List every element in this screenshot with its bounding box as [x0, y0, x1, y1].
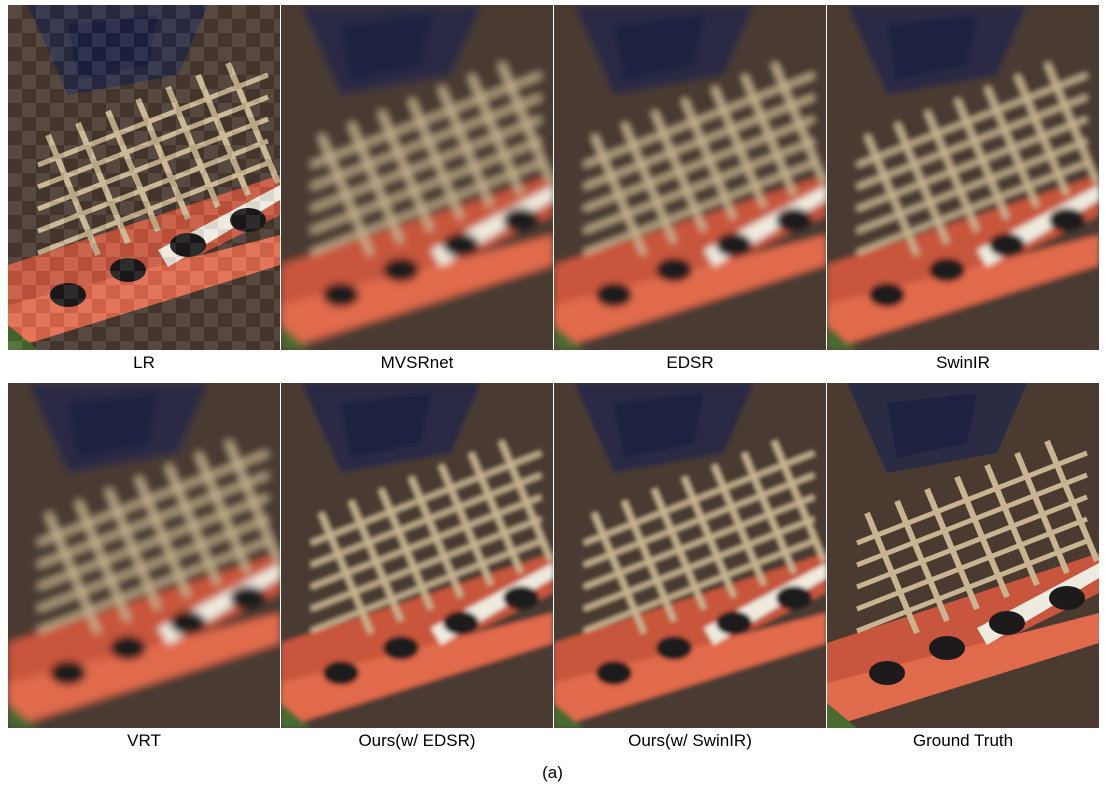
panel-label: Ours(w/ EDSR)	[358, 728, 475, 753]
panel: LR	[8, 5, 280, 375]
panel: Ours(w/ EDSR)	[281, 383, 553, 753]
panel-image	[8, 5, 280, 350]
panel-label: MVSRnet	[381, 350, 454, 375]
panel-label: EDSR	[666, 350, 713, 375]
scene	[827, 5, 1099, 350]
panel: Ours(w/ SwinIR)	[554, 383, 826, 753]
panel-image	[554, 5, 826, 350]
panel-image	[554, 383, 826, 728]
scene	[8, 383, 280, 728]
panel-image	[827, 5, 1099, 350]
scene	[281, 5, 553, 350]
panel: SwinIR	[827, 5, 1099, 375]
panel-label: Ground Truth	[913, 728, 1013, 753]
panel-label: Ours(w/ SwinIR)	[628, 728, 752, 753]
panel-label: LR	[133, 350, 155, 375]
panel: VRT	[8, 383, 280, 753]
panel: EDSR	[554, 5, 826, 375]
panel-label: SwinIR	[936, 350, 990, 375]
panel: MVSRnet	[281, 5, 553, 375]
panel-label: VRT	[127, 728, 161, 753]
scene	[281, 383, 553, 728]
scene	[554, 383, 826, 728]
panel-image	[827, 383, 1099, 728]
panel-image	[8, 383, 280, 728]
panel: Ground Truth	[827, 383, 1099, 753]
scene	[827, 383, 1099, 728]
page: LR MVSRnet EDSR SwinIR VRT Ours(w/ EDSR) Ours(…	[0, 0, 1105, 795]
figure-grid: LR MVSRnet EDSR SwinIR VRT Ours(w/ EDSR) Ours(…	[8, 5, 1098, 753]
scene	[554, 5, 826, 350]
panel-image	[281, 5, 553, 350]
panel-image	[281, 383, 553, 728]
figure-caption: (a)	[0, 763, 1105, 783]
